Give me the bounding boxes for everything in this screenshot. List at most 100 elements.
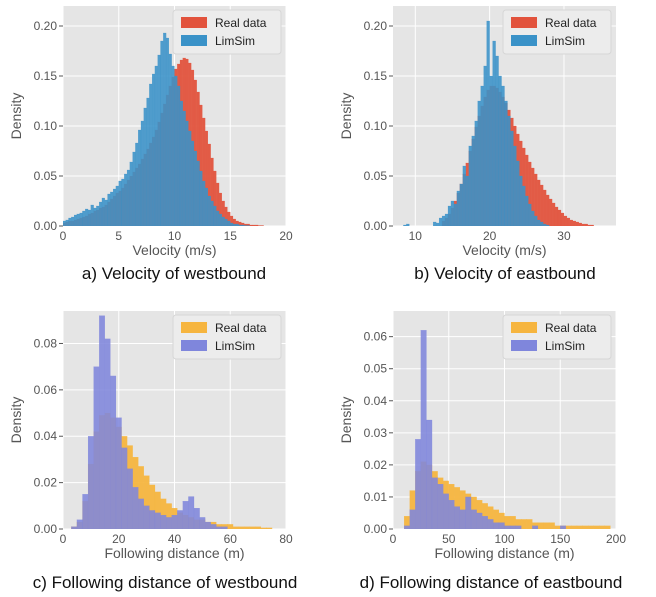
histogram-bar <box>266 527 273 529</box>
y-tick-label: 0.05 <box>364 169 388 183</box>
histogram-bar <box>560 525 566 529</box>
histogram-bar <box>548 198 553 226</box>
histogram-bar <box>143 107 147 226</box>
histogram-bar <box>196 160 200 226</box>
histogram-bar <box>260 225 264 226</box>
histogram-bar <box>202 180 206 226</box>
histogram-bar <box>191 140 195 226</box>
bars-group <box>63 32 264 226</box>
histogram-bar <box>73 214 77 226</box>
histogram-bar <box>199 170 203 226</box>
histogram-bar <box>504 525 511 529</box>
histogram-bar <box>522 185 526 226</box>
histogram-bar <box>213 205 217 226</box>
histogram-bar <box>246 225 250 226</box>
legend-swatch <box>181 35 207 46</box>
histogram-bar <box>168 53 172 226</box>
histogram-bar <box>576 525 583 529</box>
histogram-bar <box>101 197 105 226</box>
histogram-bar <box>543 189 547 226</box>
histogram-bar <box>465 496 472 529</box>
legend: Real data LimSim <box>502 9 612 55</box>
histogram-bar <box>216 210 220 226</box>
histogram-bar <box>431 477 438 529</box>
y-axis-label: Density <box>8 93 24 140</box>
histogram-bar <box>415 439 421 529</box>
histogram-bar <box>482 516 488 529</box>
histogram-bar <box>459 183 463 226</box>
legend-swatch <box>181 17 207 28</box>
histogram-bar <box>160 40 164 226</box>
legend-swatch <box>511 340 537 351</box>
histogram-bar <box>476 512 483 529</box>
histogram-bar <box>459 509 466 529</box>
histogram-bar <box>571 525 578 529</box>
histogram-bar <box>104 199 108 226</box>
histogram-bar <box>177 85 181 226</box>
histogram-bar <box>132 151 136 226</box>
x-axis-label: Following distance (m) <box>104 545 244 561</box>
histogram-bar <box>447 205 452 226</box>
x-axis-label: Following distance (m) <box>434 545 574 561</box>
histogram-bar <box>566 217 571 226</box>
histogram-bar <box>79 212 83 226</box>
series-1 <box>71 315 228 529</box>
histogram-bar <box>495 55 499 226</box>
histogram-bar <box>238 526 245 529</box>
histogram-bar <box>65 219 69 226</box>
y-tick-label: 0.10 <box>34 119 58 133</box>
histogram-bar <box>543 223 547 226</box>
histogram-bar <box>76 519 83 529</box>
histogram-bar <box>210 200 214 226</box>
histogram-bar <box>249 526 256 529</box>
histogram-bar <box>96 205 100 226</box>
histogram-bar <box>110 375 117 529</box>
histogram-bar <box>444 213 449 226</box>
histogram-bar <box>537 179 541 226</box>
histogram-bar <box>471 135 475 226</box>
histogram-bar <box>578 222 582 226</box>
chart-panel-2: 0 20 40 60 80 0.00 0.02 0.04 0.06 0.08 Following d… <box>8 311 293 561</box>
histogram-bar <box>575 221 579 226</box>
x-tick-label: 20 <box>112 532 126 546</box>
caption-d: d) Following distance of eastbound <box>359 573 623 592</box>
series-1 <box>404 330 566 529</box>
histogram-bar <box>450 200 455 226</box>
legend-swatch <box>181 340 207 351</box>
histogram-bar <box>99 315 105 529</box>
histogram-bar <box>87 209 91 226</box>
histogram-bar <box>232 223 236 226</box>
histogram-bar <box>207 195 211 226</box>
x-tick-label: 10 <box>168 229 182 243</box>
histogram-bar <box>152 73 156 226</box>
y-tick-label: 0.04 <box>364 394 388 408</box>
histogram-bar <box>71 526 78 529</box>
legend-label: Real data <box>545 321 597 335</box>
y-tick-label: 0.15 <box>364 69 388 83</box>
histogram-bar <box>218 213 222 226</box>
histogram-bar <box>118 180 122 226</box>
y-tick-label: 0.00 <box>34 219 58 233</box>
histogram-bar <box>82 210 86 226</box>
x-tick-label: 50 <box>442 532 456 546</box>
x-axis-label: Velocity (m/s) <box>462 242 546 258</box>
histogram-bar <box>548 522 555 529</box>
histogram-bar <box>483 65 487 226</box>
histogram-bar <box>498 522 505 529</box>
histogram-bar <box>569 219 573 226</box>
histogram-bar <box>221 526 228 529</box>
histogram-bar <box>487 519 494 529</box>
histogram-bar <box>563 215 568 226</box>
histogram-bar <box>166 517 172 529</box>
y-tick-label: 0.20 <box>364 19 388 33</box>
histogram-bar <box>93 207 97 226</box>
histogram-bar <box>437 484 444 529</box>
caption-a: a) Velocity of westbound <box>81 264 267 283</box>
histogram-bar <box>509 525 516 529</box>
histogram-bar <box>557 209 562 226</box>
legend-label: LimSim <box>545 339 585 353</box>
histogram-bar <box>604 525 611 529</box>
histogram-bar <box>465 175 469 226</box>
histogram-bar <box>501 85 505 226</box>
caption-c: c) Following distance of westbound <box>32 573 298 592</box>
